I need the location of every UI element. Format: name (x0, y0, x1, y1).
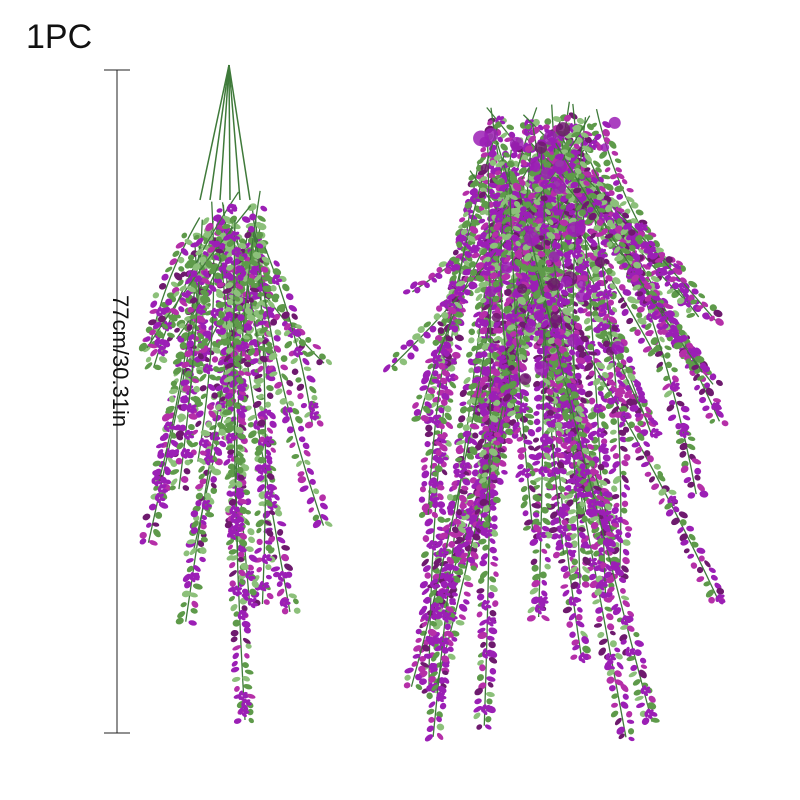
hanging-plant-small (138, 64, 333, 724)
length-label: 77cm/30.31in (108, 295, 133, 428)
quantity-label: 1PC (26, 18, 93, 56)
dimension-line (104, 69, 130, 734)
hanging-plant-bushy (383, 101, 729, 742)
